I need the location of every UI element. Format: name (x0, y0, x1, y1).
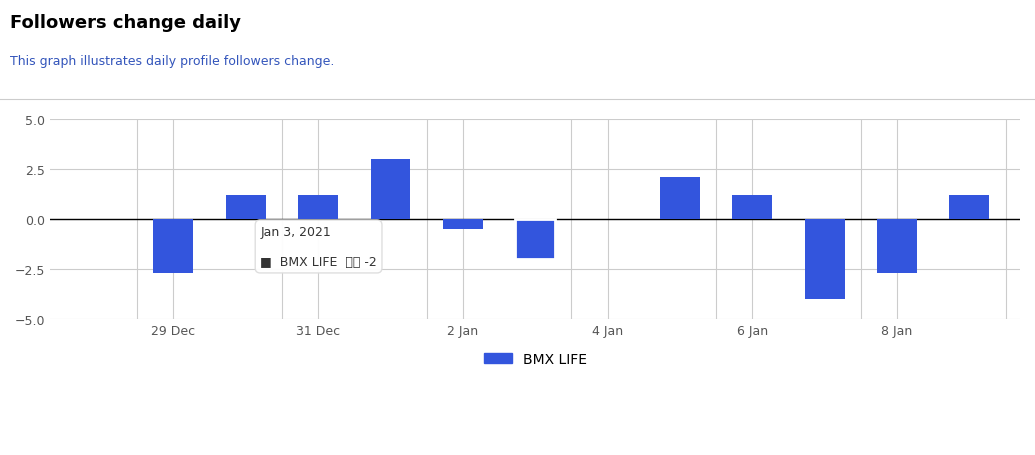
Text: This graph illustrates daily profile followers change.: This graph illustrates daily profile fol… (10, 55, 334, 68)
Bar (153, 220, 194, 273)
Text: Followers change daily: Followers change daily (10, 14, 241, 31)
Bar (515, 220, 555, 259)
Bar (371, 160, 410, 220)
Bar (443, 220, 482, 229)
Bar (226, 196, 266, 220)
Bar (660, 178, 700, 220)
Text: Jan 3, 2021

■  BMX LIFE  🇺🇸 -2: Jan 3, 2021 ■ BMX LIFE 🇺🇸 -2 (260, 225, 377, 268)
Bar (733, 196, 772, 220)
Legend: BMX LIFE: BMX LIFE (478, 347, 592, 372)
Bar (805, 220, 845, 299)
Bar (877, 220, 917, 273)
Bar (949, 196, 989, 220)
Bar (298, 196, 338, 220)
